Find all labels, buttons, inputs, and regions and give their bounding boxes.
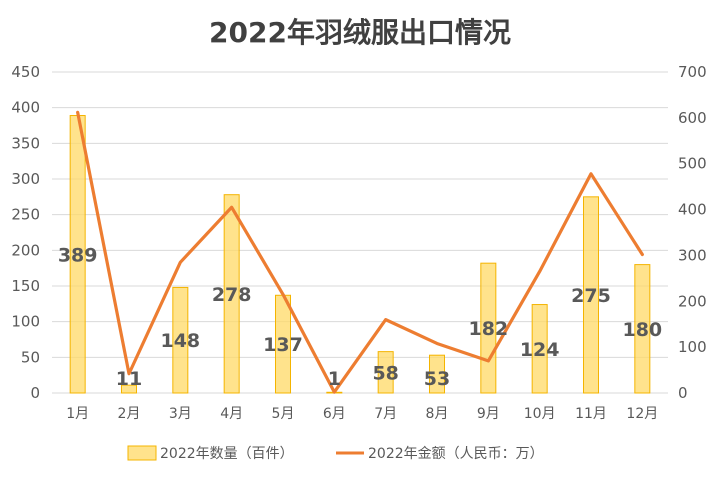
y-right-tick-label: 500 <box>678 155 707 173</box>
bar-data-label: 278 <box>212 284 252 306</box>
bar <box>583 196 599 394</box>
y-right-tick-label: 600 <box>678 109 707 127</box>
x-tick-label: 9月 <box>477 406 500 422</box>
y-left-tick-label: 400 <box>11 99 40 117</box>
bar <box>634 264 651 394</box>
y-right-tick-label: 700 <box>678 63 707 81</box>
chart-title: 2022年羽绒服出口情况 <box>209 16 511 49</box>
x-tick-label: 8月 <box>426 406 449 422</box>
bar-data-label: 148 <box>160 330 200 352</box>
axis-labels: 0 50 100 150 200 250 300 350 400 450 0 100 200 300 400… <box>11 63 706 422</box>
bar-series <box>69 115 651 394</box>
amount-line <box>76 110 644 394</box>
y-left-tick-label: 300 <box>11 170 40 188</box>
y-left-tick-label: 0 <box>30 384 40 402</box>
x-tick-label: 7月 <box>374 406 397 422</box>
bar-data-label: 180 <box>622 319 662 341</box>
bar-data-label: 53 <box>424 368 450 390</box>
bar-data-label: 11 <box>116 368 142 390</box>
x-tick-label: 4月 <box>220 406 243 422</box>
x-tick-label: 5月 <box>272 406 295 422</box>
bar-data-label: 137 <box>263 334 303 356</box>
y-right-tick-label: 100 <box>678 338 707 356</box>
grid-lines <box>52 71 668 394</box>
x-tick-label: 12月 <box>626 406 658 422</box>
legend-swatch-bar <box>127 445 157 461</box>
data-labels: 389 11 148 278 137 1 58 53 182 124 275 180 <box>58 244 662 390</box>
y-left-tick-label: 250 <box>11 206 40 224</box>
legend-label-quantity: 2022年数量（百件） <box>160 446 294 462</box>
y-left-tick-label: 50 <box>21 348 40 366</box>
y-left-tick-label: 350 <box>11 134 40 152</box>
bar <box>531 304 548 394</box>
y-left-tick-label: 100 <box>11 313 40 331</box>
legend-label-amount: 2022年金额（人民币：万） <box>368 446 544 462</box>
bar-data-label: 275 <box>571 285 611 307</box>
bar-data-label: 1 <box>328 368 341 390</box>
y-right-tick-label: 0 <box>678 384 688 402</box>
x-tick-label: 10月 <box>524 406 556 422</box>
x-tick-label: 6月 <box>323 406 346 422</box>
bar <box>223 194 240 394</box>
x-tick-label: 1月 <box>66 406 89 422</box>
bar-data-label: 182 <box>468 318 508 340</box>
y-left-tick-label: 150 <box>11 277 40 295</box>
bar <box>429 354 445 394</box>
y-right-tick-label: 400 <box>678 201 707 219</box>
x-tick-label: 3月 <box>169 406 192 422</box>
bar <box>377 351 394 394</box>
bar-data-label: 389 <box>58 244 98 266</box>
y-right-tick-label: 300 <box>678 246 707 264</box>
x-tick-label: 11月 <box>575 406 607 422</box>
y-left-tick-label: 450 <box>11 63 40 81</box>
legend: 2022年数量（百件） 2022年金额（人民币：万） <box>127 445 544 462</box>
y-right-tick-label: 200 <box>678 292 707 310</box>
line-series <box>76 110 644 394</box>
bar <box>172 286 189 394</box>
bar-data-label: 58 <box>372 362 398 384</box>
bar <box>121 384 137 394</box>
y-left-tick-label: 200 <box>11 241 40 259</box>
bar-data-label: 124 <box>520 339 560 361</box>
x-tick-label: 2月 <box>118 406 141 422</box>
